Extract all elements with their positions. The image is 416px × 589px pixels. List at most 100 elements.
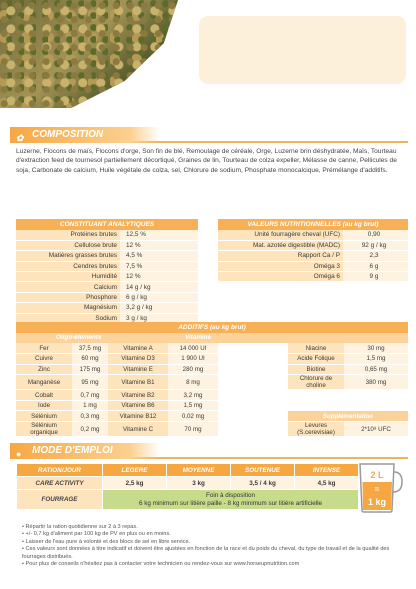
additifs-row: Manganèse 95 mg Vitamine B1 8 mg Chlorure de… xyxy=(16,374,408,391)
jug-bottom: 1 kg xyxy=(368,497,386,507)
additifs-row: Iode 1 mg Vitamine B6 1,5 mg xyxy=(16,400,408,412)
mode-header: ● MODE D'EMPLOI xyxy=(10,443,408,459)
vitamine-value: 3,2 mg xyxy=(168,389,218,401)
nutri-label: Mat. azotée digestible (MADC) xyxy=(218,240,343,252)
nutri-value: 92 g / kg xyxy=(343,240,408,252)
additifs-row: Cuivre 60 mg Vitamine D3 1 900 UI Acide Foli… xyxy=(16,353,408,365)
analytic-label: Phosphore xyxy=(16,292,120,304)
oligo-label: Manganèse xyxy=(16,374,72,391)
analytic-label: Humidité xyxy=(16,271,120,283)
nutri-label: Unité fourragère cheval (UFC) xyxy=(218,230,343,241)
header-ration: RATION/JOUR xyxy=(16,463,103,477)
other-label: Biotine xyxy=(288,364,344,376)
additifs-row: Sélénium organique 0,2 mg Vitamine C 70 mg L… xyxy=(16,421,408,438)
fourrage-cell: Foin à disposition 6 kg minimum sur liti… xyxy=(102,489,359,510)
nutri-row: Mat. azotée digestible (MADC) 92 g / kg xyxy=(218,240,408,252)
additifs-row: Cobalt 0,7 mg Vitamine B2 3,2 mg xyxy=(16,389,408,401)
analytic-label: Protéines brutes xyxy=(16,230,120,241)
nutri-row: Unité fourragère cheval (UFC) 0,90 xyxy=(218,230,408,241)
oligo-value: 60 mg xyxy=(72,353,108,365)
fourrage-label: FOURRAGE xyxy=(16,489,103,510)
header-soutenue: SOUTENUE xyxy=(230,463,295,477)
vitamine-label: Vitamine B12 xyxy=(108,410,168,423)
care-soutenue: 3,5 / 4 kg xyxy=(230,476,295,490)
oligo-value: 1 mg xyxy=(72,400,108,412)
vitamine-label: Vitamine C xyxy=(108,421,168,438)
vitamine-value: 0,02 mg xyxy=(168,410,218,423)
jug-eq: = xyxy=(375,485,380,494)
analytic-row: Matières grasses brutes 4,5 % xyxy=(16,250,198,262)
vitamine-label: Vitamine B2 xyxy=(108,389,168,401)
composition-text: Luzerne, Flocons de maïs, Flocons d'orge… xyxy=(16,148,397,174)
notes-list: Répartir la ration quotidienne sur 2 à 3… xyxy=(22,524,410,568)
oligo-label: Sélénium xyxy=(16,410,72,423)
spacer xyxy=(218,364,288,376)
other-value: 30 mg xyxy=(344,343,408,355)
analytic-row: Phosphore 6 g / kg xyxy=(16,292,198,304)
nutri-title: VALEURS NUTRITIONNELLES (au kg brut) xyxy=(218,219,408,230)
other-value: 1,5 mg xyxy=(344,353,408,365)
header-legere: LEGERE xyxy=(102,463,167,477)
leaf-icon: ✿ xyxy=(16,133,24,143)
analytic-value: 6 g / kg xyxy=(120,292,198,304)
vitamine-title: Vitamine xyxy=(145,333,408,343)
vitamine-label: Vitamine D3 xyxy=(108,353,168,365)
vitamine-label: Vitamine A xyxy=(108,343,168,355)
suppl-label: Levures (S.cerevisiae) xyxy=(288,421,344,438)
hero-banner xyxy=(0,0,416,108)
spacer xyxy=(344,389,408,401)
care-intense: 4,5 kg xyxy=(294,476,359,490)
analytic-label: Matières grasses brutes xyxy=(16,250,120,262)
additifs-row: Zinc 175 mg Vitamine E 280 mg Biotine 0,65 mg xyxy=(16,364,408,376)
analytic-value: 4,5 % xyxy=(120,250,198,262)
analytic-value: 12 % xyxy=(120,240,198,252)
oligo-value: 0,3 mg xyxy=(72,410,108,423)
oligo-label: Zinc xyxy=(16,364,72,376)
vitamine-value: 1,5 mg xyxy=(168,400,218,412)
suppl-title: Supplémentation xyxy=(288,410,408,423)
composition-header: ✿ COMPOSITION xyxy=(10,127,408,143)
hero-panel xyxy=(199,16,406,84)
note-item: Répartir la ration quotidienne sur 2 à 3… xyxy=(22,524,410,531)
nutri-value: 2,3 xyxy=(343,250,408,262)
suppl-value: 2*10⁸ UFC xyxy=(344,421,408,438)
spacer xyxy=(288,389,344,401)
analytic-value: 3,2 g / kg xyxy=(120,302,198,314)
header-intense: INTENSE xyxy=(294,463,359,477)
analytic-value: 7,5 % xyxy=(120,261,198,273)
nutri-value: 9 g xyxy=(343,271,408,283)
additifs-table: ADDITIFS (au kg brut) Oligo-éléments Vit… xyxy=(16,322,408,438)
analytic-label: Magnésium xyxy=(16,302,120,314)
nutri-label: Oméga 6 xyxy=(218,271,343,283)
other-label: Acide Folique xyxy=(288,353,344,365)
other-value: 0,65 mg xyxy=(344,364,408,376)
other-value: 380 mg xyxy=(344,374,408,391)
measuring-jug-icon: 2 L = 1 kg xyxy=(359,463,403,513)
analytic-row: Cendres brutes 7,5 % xyxy=(16,261,198,273)
note-item: +/- 0,7 kg d'aliment par 100 kg de PV en… xyxy=(22,531,410,538)
spacer xyxy=(218,389,288,401)
info-icon: ● xyxy=(16,449,22,459)
additifs-row: Fer 37,5 mg Vitamine A 14 000 UI Niacine 30 m… xyxy=(16,343,408,355)
spacer xyxy=(344,400,408,412)
analytic-value: 12,5 % xyxy=(120,230,198,241)
oligo-value: 95 mg xyxy=(72,374,108,391)
nutri-value: 0,90 xyxy=(343,230,408,241)
oligo-label: Iode xyxy=(16,400,72,412)
spacer xyxy=(218,374,288,391)
vitamine-label: Vitamine B1 xyxy=(108,374,168,391)
header-moyenne: MOYENNE xyxy=(166,463,231,477)
nutri-value: 6 g xyxy=(343,261,408,273)
oligo-label: Cobalt xyxy=(16,389,72,401)
other-label: Chlorure de choline xyxy=(288,374,344,391)
analytic-row: Magnésium 3,2 g / kg xyxy=(16,302,198,314)
analytic-table: CONSTITUANT ANALYTIQUES Protéines brutes… xyxy=(16,219,198,335)
note-item: Pour plus de conseils n'hésitez pas à co… xyxy=(22,561,410,568)
oligo-label: Fer xyxy=(16,343,72,355)
vitamine-label: Vitamine B6 xyxy=(108,400,168,412)
oligo-value: 0,7 mg xyxy=(72,389,108,401)
note-item: Laisser de l'eau pure à volonté et des b… xyxy=(22,539,410,546)
additifs-row: Sélénium 0,3 mg Vitamine B12 0,02 mg Supplém… xyxy=(16,410,408,423)
spacer xyxy=(218,343,288,355)
